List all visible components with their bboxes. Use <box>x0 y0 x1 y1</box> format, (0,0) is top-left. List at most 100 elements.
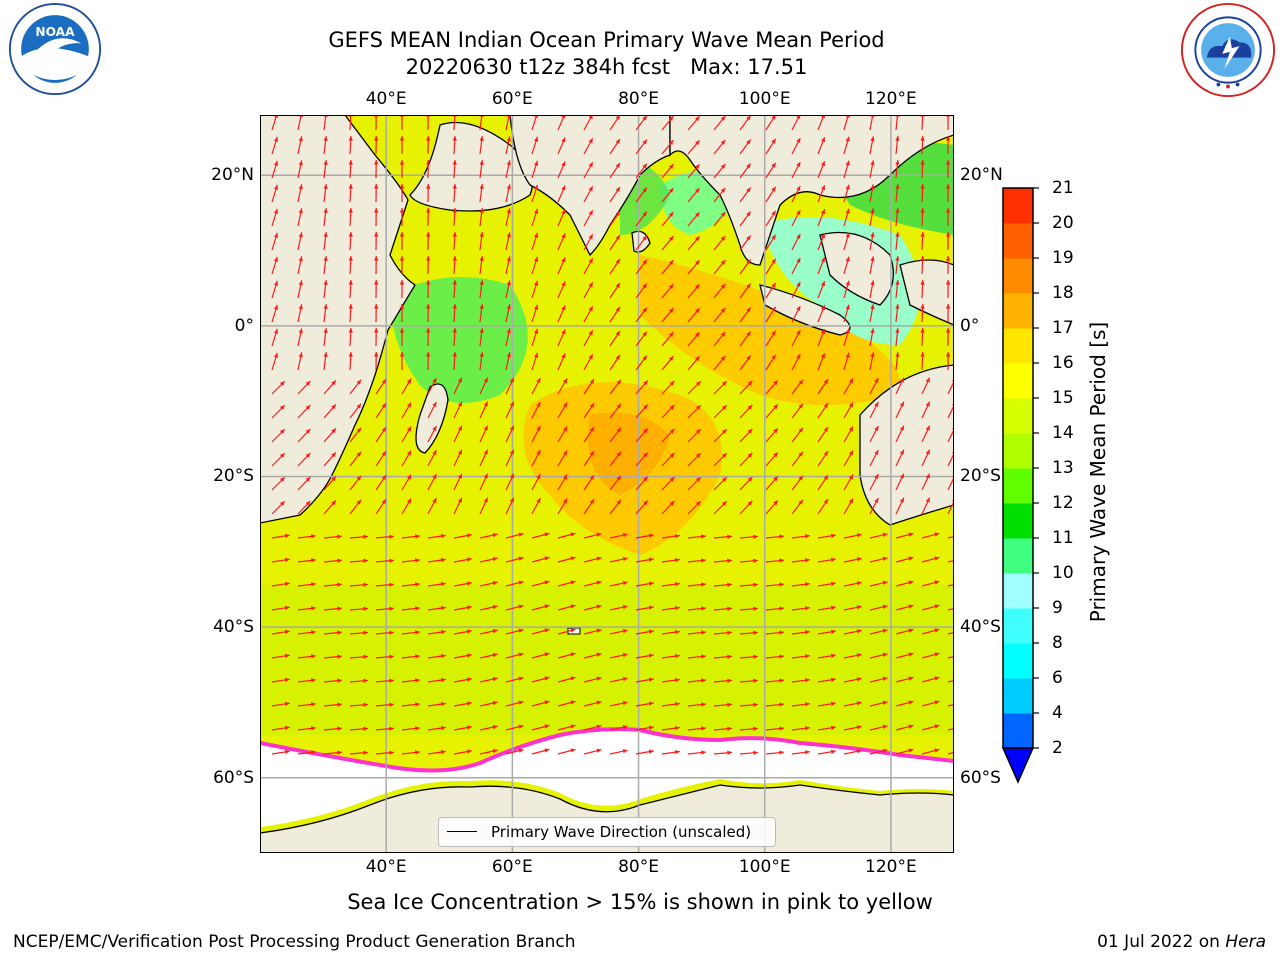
wave-arrow <box>895 136 900 155</box>
wave-arrow <box>479 676 498 683</box>
wave-arrow <box>427 629 446 635</box>
wave-arrow <box>583 652 602 659</box>
wave-arrow <box>739 558 758 563</box>
wave-arrow <box>297 630 316 635</box>
wave-arrow <box>427 677 446 683</box>
wave-arrow <box>479 556 498 563</box>
wave-arrow <box>635 749 654 755</box>
wave-arrow <box>791 726 810 731</box>
wave-arrow <box>713 211 726 227</box>
wave-arrow <box>843 474 854 491</box>
wave-arrow <box>375 402 387 419</box>
wave-arrow <box>713 355 726 371</box>
wave-arrow <box>375 534 394 539</box>
wave-arrow <box>557 532 576 539</box>
wave-arrow <box>583 700 602 707</box>
wave-arrow <box>739 139 752 155</box>
colorbar-segment <box>1003 468 1033 504</box>
wave-arrow <box>791 499 804 515</box>
wave-arrow <box>921 449 931 467</box>
wave-arrow <box>297 678 316 683</box>
wave-arrow <box>349 379 362 395</box>
wave-arrow <box>635 677 654 683</box>
wave-arrow <box>349 750 368 755</box>
wave-arrow <box>297 404 311 419</box>
wave-arrow <box>427 497 437 515</box>
wave-arrow <box>271 304 279 323</box>
wave-arrow <box>817 749 836 755</box>
wave-arrow <box>399 207 405 227</box>
wave-arrow <box>401 378 412 395</box>
wave-arrow <box>505 425 515 443</box>
lon-tick-top: 100°E <box>738 89 791 109</box>
wave-arrow <box>661 629 680 635</box>
wave-arrow <box>557 353 566 371</box>
wave-arrow <box>895 724 914 731</box>
wave-arrow <box>271 653 290 659</box>
wave-arrow <box>609 749 628 755</box>
lon-tick-bottom: 100°E <box>738 857 791 877</box>
wave-arrow <box>921 652 940 659</box>
wave-arrow <box>817 233 826 251</box>
wave-arrow <box>505 377 515 395</box>
wave-arrow <box>557 257 566 275</box>
wave-arrow <box>921 425 931 443</box>
wave-arrow <box>557 281 566 299</box>
wave-arrow <box>271 428 286 443</box>
wave-arrow <box>349 630 368 635</box>
wave-arrow <box>920 159 925 179</box>
lon-tick-bottom: 120°E <box>865 857 917 877</box>
wave-arrow <box>297 702 316 707</box>
wave-arrow <box>271 725 290 731</box>
wave-arrow <box>557 556 576 563</box>
wave-arrow <box>297 534 316 539</box>
wave-arrow <box>557 652 576 659</box>
wave-arrow <box>375 558 394 563</box>
wave-arrow <box>635 605 654 611</box>
wave-arrow <box>323 582 342 587</box>
wave-arrow <box>869 473 879 491</box>
legend-label: Primary Wave Direction (unscaled) <box>491 823 752 841</box>
wave-arrow <box>687 500 702 515</box>
wave-arrow <box>687 678 706 683</box>
wave-arrow <box>895 377 905 395</box>
wave-arrow <box>895 604 914 611</box>
lat-tick-left: 60°S <box>213 767 254 788</box>
wave-arrow <box>791 233 801 251</box>
wave-arrow <box>609 162 621 179</box>
wave-arrow <box>271 256 279 275</box>
wave-arrow <box>323 136 328 155</box>
wave-arrow <box>427 749 446 755</box>
wave-arrow <box>635 283 648 299</box>
wave-arrow <box>687 630 706 635</box>
wave-arrow <box>739 582 758 587</box>
footer-host: Hera <box>1225 932 1266 952</box>
wave-arrow <box>374 231 379 251</box>
wave-arrow <box>661 211 674 227</box>
wave-arrow <box>609 629 628 635</box>
wave-arrow <box>843 701 862 707</box>
wave-arrow <box>557 748 576 755</box>
wave-arrow <box>609 653 628 659</box>
wave-arrow <box>401 534 420 539</box>
wave-arrow <box>713 750 732 755</box>
wave-arrow <box>713 500 728 515</box>
lon-tick-top: 40°E <box>365 89 407 109</box>
wave-arrow <box>426 279 431 299</box>
wave-arrow <box>765 162 777 179</box>
colorbar <box>1001 187 1039 784</box>
wave-arrow <box>687 331 701 347</box>
wave-arrow <box>349 582 368 587</box>
wave-arrow <box>945 255 951 275</box>
wave-arrow <box>843 581 862 587</box>
wave-arrow <box>661 331 674 347</box>
wave-arrow <box>297 476 311 491</box>
wave-arrow <box>374 159 379 179</box>
wave-arrow <box>635 331 648 347</box>
lat-tick-right: 60°S <box>960 767 1001 788</box>
wave-arrow <box>479 352 484 371</box>
wave-arrow <box>635 307 648 323</box>
wave-arrow <box>374 207 379 227</box>
colorbar-tick-label: 17 <box>1052 318 1074 338</box>
wave-arrow <box>947 727 954 731</box>
